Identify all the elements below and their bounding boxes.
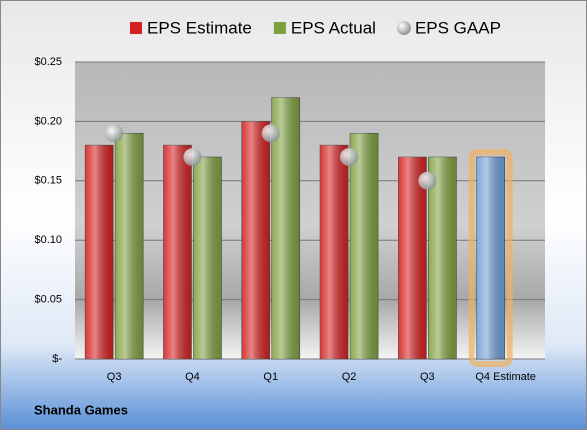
- y-tick-label: $0.10: [34, 234, 62, 246]
- legend-swatch: [273, 22, 286, 34]
- x-tick-label: Q3: [107, 371, 122, 383]
- legend-label: EPS Estimate: [147, 18, 252, 37]
- gaap-marker: [183, 148, 202, 167]
- plot-area: [75, 62, 545, 359]
- bar-shine: [193, 157, 222, 359]
- bar-shine: [85, 145, 114, 359]
- x-tick-label: Q4 Estimate: [475, 371, 536, 383]
- x-tick-label: Q4: [185, 371, 200, 383]
- y-tick-label: $0.25: [34, 56, 62, 68]
- gaap-marker: [261, 124, 280, 143]
- gaap-marker: [105, 124, 124, 143]
- x-tick-label: Q2: [342, 371, 357, 383]
- bar-shine: [163, 145, 192, 359]
- y-tick-label: $0.20: [34, 115, 62, 127]
- y-tick-label: $-: [52, 353, 62, 365]
- bar-shine: [320, 145, 349, 359]
- bar-shine: [271, 97, 300, 359]
- x-tick-label: Q1: [263, 371, 278, 383]
- legend-label: EPS GAAP: [415, 18, 501, 37]
- bar-shine: [350, 133, 379, 359]
- gaap-marker: [340, 148, 359, 167]
- y-tick-label: $0.05: [34, 294, 62, 306]
- bar-shine: [476, 157, 505, 359]
- gaap-marker: [418, 171, 437, 190]
- y-tick-label: $0.15: [34, 175, 62, 187]
- legend-swatch: [396, 21, 411, 35]
- footer: Shanda Games: [34, 402, 128, 417]
- legend-label: EPS Actual: [291, 18, 376, 37]
- bar-shine: [428, 157, 457, 359]
- bar-shine: [241, 121, 270, 360]
- bar-shine: [398, 157, 427, 359]
- bar-shine: [115, 133, 144, 359]
- bar-glow: [468, 149, 513, 367]
- x-tick-label: Q3: [420, 371, 435, 383]
- legend-swatch: [130, 22, 142, 34]
